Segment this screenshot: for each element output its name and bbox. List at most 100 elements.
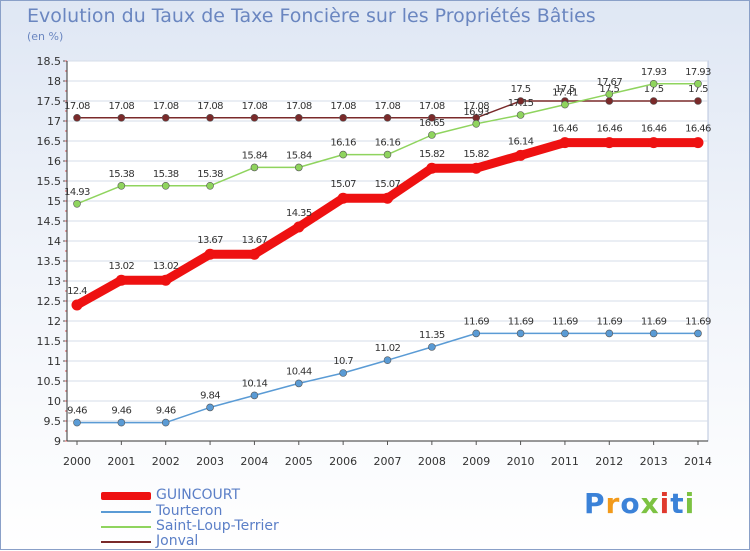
data-point-guincourt xyxy=(426,162,438,174)
legend-label-saint-loup-terrier: Saint-Loup-Terrier xyxy=(156,518,279,534)
x-tick-label: 2002 xyxy=(152,455,180,468)
data-label-jonval: 17.08 xyxy=(109,101,135,112)
data-label-guincourt: 13.67 xyxy=(242,235,268,246)
y-tick-label: 14.5 xyxy=(37,215,62,228)
data-label-saint-loup-terrier: 15.38 xyxy=(153,169,179,180)
data-label-saint-loup-terrier: 15.84 xyxy=(242,150,268,161)
x-tick-label: 2014 xyxy=(684,455,712,468)
data-point-tourteron xyxy=(339,369,347,377)
y-tick-label: 12.5 xyxy=(37,295,62,308)
y-tick-label: 12 xyxy=(47,315,61,328)
y-tick-label: 14 xyxy=(47,235,61,248)
data-label-tourteron: 11.69 xyxy=(596,316,622,327)
data-point-tourteron xyxy=(206,403,214,412)
data-label-tourteron: 11.69 xyxy=(552,316,578,327)
data-label-jonval: 17.5 xyxy=(511,84,531,95)
data-label-tourteron: 10.14 xyxy=(242,378,268,389)
data-point-tourteron xyxy=(428,343,436,351)
data-point-saint-loup-terrier xyxy=(605,90,614,98)
data-label-tourteron: 9.46 xyxy=(111,406,131,417)
data-label-guincourt: 15.07 xyxy=(330,179,356,190)
data-point-guincourt xyxy=(293,221,305,233)
data-label-saint-loup-terrier: 17.93 xyxy=(641,67,667,78)
y-tick-label: 16 xyxy=(47,155,61,168)
data-point-saint-loup-terrier xyxy=(73,200,81,208)
logo-letter: i xyxy=(684,487,696,520)
data-point-saint-loup-terrier xyxy=(649,80,658,88)
data-label-tourteron: 10.44 xyxy=(286,366,312,377)
data-point-jonval xyxy=(428,114,436,122)
data-point-saint-loup-terrier xyxy=(339,150,347,159)
y-tick-label: 11.5 xyxy=(37,335,62,348)
data-label-guincourt: 13.67 xyxy=(197,235,223,246)
data-label-tourteron: 11.69 xyxy=(685,316,711,327)
data-point-guincourt xyxy=(115,274,127,286)
data-label-jonval: 17.08 xyxy=(64,101,90,112)
data-label-guincourt: 13.02 xyxy=(153,261,179,272)
legend-swatch-guincourt xyxy=(101,492,151,500)
x-tick-label: 2001 xyxy=(107,455,135,468)
data-label-guincourt: 15.07 xyxy=(375,179,401,190)
data-label-saint-loup-terrier: 14.93 xyxy=(64,187,90,198)
data-point-tourteron xyxy=(73,418,81,427)
data-label-saint-loup-terrier: 16.65 xyxy=(419,118,445,129)
data-point-jonval xyxy=(649,97,658,105)
data-label-tourteron: 9.46 xyxy=(67,406,87,417)
data-point-tourteron xyxy=(605,329,614,338)
x-tick-label: 2010 xyxy=(507,455,535,468)
data-point-jonval xyxy=(250,114,259,122)
data-label-saint-loup-terrier: 15.84 xyxy=(286,150,312,161)
data-label-guincourt: 15.82 xyxy=(463,149,489,160)
data-label-tourteron: 9.84 xyxy=(200,390,220,401)
data-label-guincourt: 16.46 xyxy=(552,124,578,135)
x-tick-label: 2012 xyxy=(595,455,623,468)
data-point-jonval xyxy=(161,114,170,122)
data-point-saint-loup-terrier xyxy=(383,150,392,159)
data-point-jonval xyxy=(339,114,347,122)
y-tick-label: 10 xyxy=(47,395,61,408)
data-label-tourteron: 11.35 xyxy=(419,330,445,341)
data-point-saint-loup-terrier xyxy=(117,182,126,190)
y-tick-label: 16.5 xyxy=(37,135,62,148)
data-point-saint-loup-terrier xyxy=(206,182,214,190)
data-point-tourteron xyxy=(649,329,658,338)
data-label-saint-loup-terrier: 16.16 xyxy=(375,138,401,149)
data-label-tourteron: 11.69 xyxy=(641,316,667,327)
logo-letter: o xyxy=(620,487,641,520)
data-label-jonval: 17.08 xyxy=(330,101,356,112)
data-point-guincourt xyxy=(559,137,571,149)
legend-swatch-saint-loup-terrier xyxy=(101,526,151,528)
data-label-jonval: 17.08 xyxy=(242,101,268,112)
y-tick-label: 9 xyxy=(54,435,61,448)
data-label-jonval: 17.08 xyxy=(419,101,445,112)
x-tick-label: 2007 xyxy=(374,455,402,468)
data-point-guincourt xyxy=(382,192,393,204)
data-point-saint-loup-terrier xyxy=(161,182,170,190)
y-tick-label: 11 xyxy=(47,355,61,368)
data-label-jonval: 17.5 xyxy=(599,84,619,95)
data-point-saint-loup-terrier xyxy=(472,120,481,128)
data-label-guincourt: 16.46 xyxy=(685,124,711,135)
data-point-tourteron xyxy=(516,329,525,338)
legend-swatch-tourteron xyxy=(101,511,151,513)
data-point-guincourt xyxy=(337,192,349,204)
data-point-guincourt xyxy=(71,299,83,311)
data-label-saint-loup-terrier: 15.38 xyxy=(109,169,135,180)
data-label-jonval: 17.08 xyxy=(286,101,312,112)
data-point-tourteron xyxy=(694,329,702,338)
data-point-guincourt xyxy=(204,248,216,260)
data-label-saint-loup-terrier: 17.67 xyxy=(596,77,622,88)
y-tick-label: 18.5 xyxy=(37,55,62,68)
x-tick-label: 2009 xyxy=(462,455,490,468)
x-tick-label: 2008 xyxy=(418,455,446,468)
logo-letter: P xyxy=(584,487,606,520)
data-point-jonval xyxy=(694,97,702,105)
data-point-tourteron xyxy=(117,418,126,427)
x-tick-label: 2000 xyxy=(63,455,91,468)
data-label-jonval: 17.08 xyxy=(197,101,223,112)
x-tick-label: 2003 xyxy=(196,455,224,468)
y-tick-label: 10.5 xyxy=(37,375,62,388)
data-label-saint-loup-terrier: 16.93 xyxy=(463,107,489,118)
data-point-saint-loup-terrier xyxy=(428,131,436,139)
